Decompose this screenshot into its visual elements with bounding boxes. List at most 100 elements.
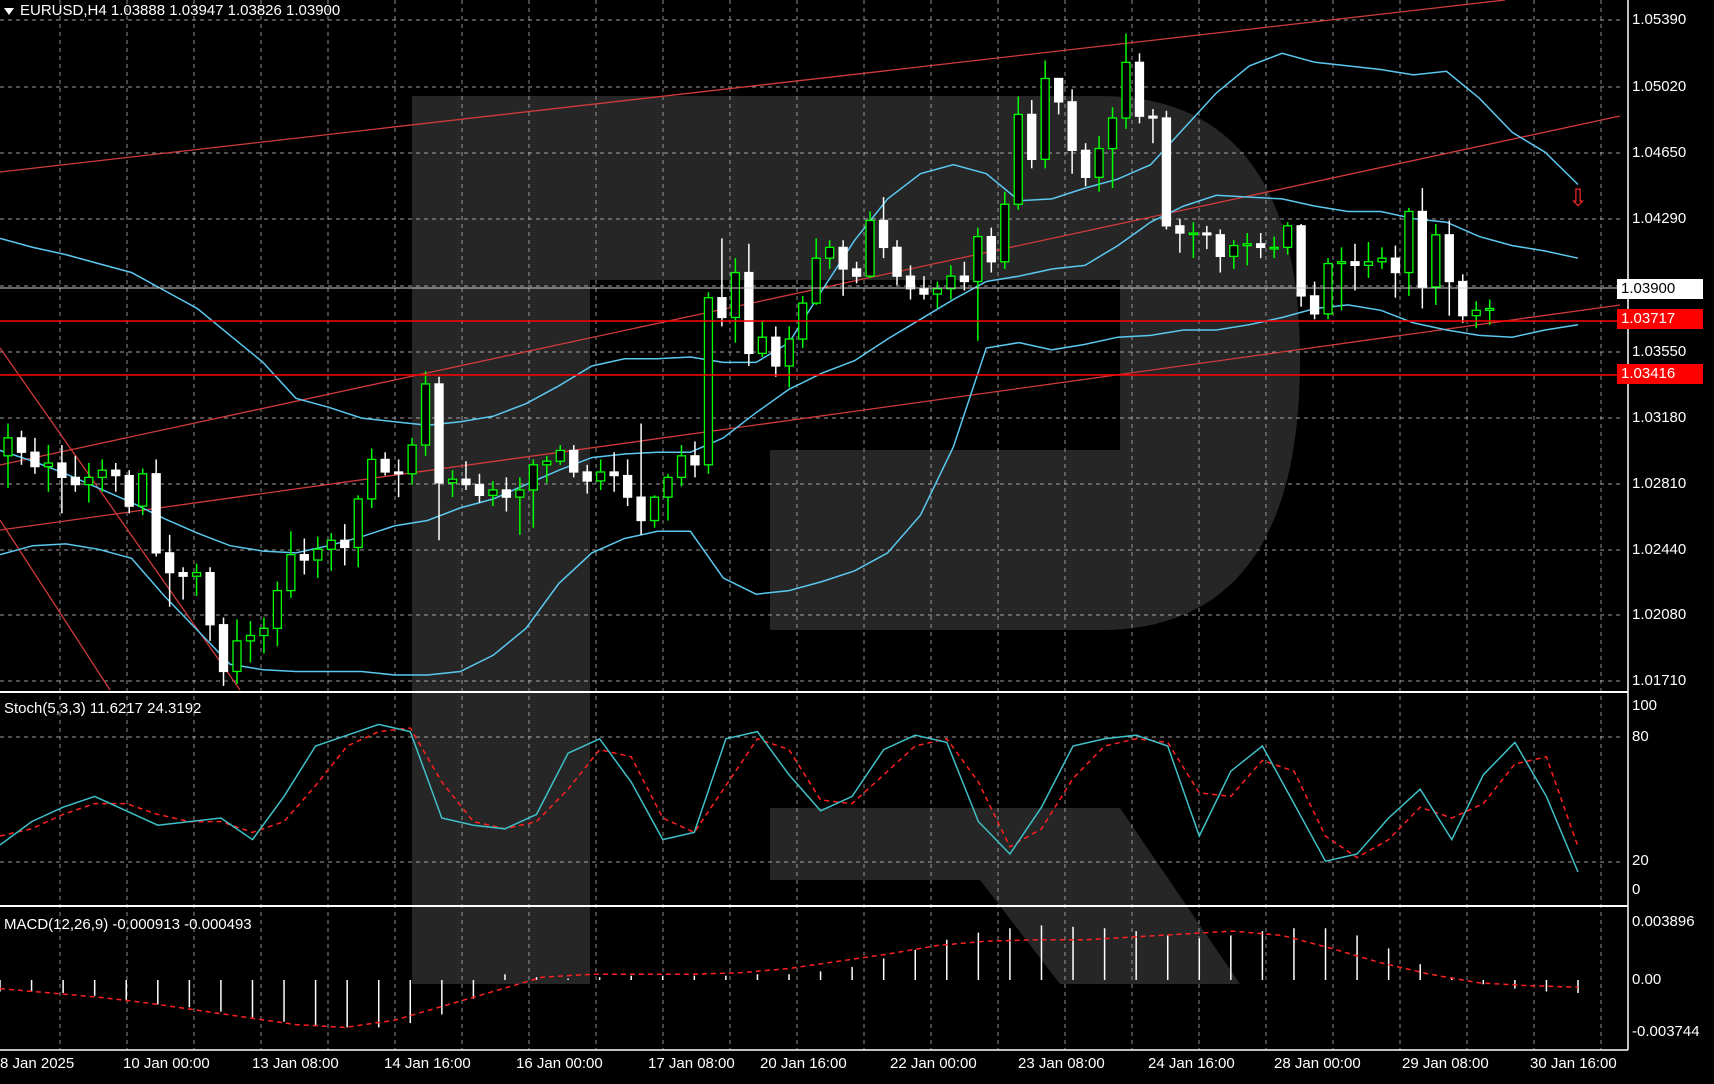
time-label: 13 Jan 08:00 <box>252 1055 339 1072</box>
bull-candle <box>84 476 94 486</box>
bear-candle <box>299 554 309 561</box>
bull-candle <box>811 257 821 304</box>
current-price-tag: 1.03900 <box>1617 279 1703 299</box>
bear-candle <box>636 496 646 522</box>
bear-candle <box>771 336 781 367</box>
stoch-level-100: 100 <box>1632 697 1658 714</box>
bull-candle <box>1323 262 1333 315</box>
bear-candle <box>1067 101 1077 152</box>
bear-candle <box>959 275 970 283</box>
bull-candle <box>649 496 660 522</box>
price-label: 1.02440 <box>1632 541 1687 558</box>
bull-candle <box>138 473 148 507</box>
bull-candle <box>488 489 498 497</box>
candlesticks[interactable] <box>3 33 1495 686</box>
bull-candle <box>1229 244 1239 258</box>
bear-candle <box>1417 210 1427 288</box>
bull-candle <box>1377 257 1387 263</box>
bull-candle <box>1431 234 1441 288</box>
bear-candle <box>1134 61 1145 117</box>
bear-candle <box>474 483 485 497</box>
macd-level-bottom: -0.003744 <box>1632 1023 1700 1040</box>
bull-candle <box>1485 307 1495 311</box>
bull-candle <box>232 640 242 673</box>
price-label: 1.01710 <box>1632 672 1687 689</box>
symbol-label: EURUSD,H4 <box>20 2 107 19</box>
channel-line <box>0 0 1506 173</box>
watermark-logo <box>412 96 1300 984</box>
time-label: 29 Jan 08:00 <box>1402 1055 1489 1072</box>
bear-candle <box>1296 225 1306 297</box>
ohlc-values: 1.03888 1.03947 1.03826 1.03900 <box>110 2 341 19</box>
bear-candle <box>1148 115 1158 119</box>
bull-candle <box>973 235 983 283</box>
bear-candle <box>1161 117 1172 227</box>
watermark-letter-p <box>412 96 1300 984</box>
stochastic-oscillator <box>0 723 1579 873</box>
bear-candle <box>1309 295 1320 315</box>
bull-candle <box>757 336 767 355</box>
bull-candle <box>1040 77 1050 160</box>
bull-candle <box>596 471 606 482</box>
bear-candle <box>434 383 444 484</box>
time-label: 16 Jan 00:00 <box>516 1055 603 1072</box>
time-label: 24 Jan 16:00 <box>1148 1055 1235 1072</box>
time-label: 8 Jan 2025 <box>0 1055 75 1072</box>
time-label: 14 Jan 16:00 <box>384 1055 471 1072</box>
bear-candle <box>609 471 619 477</box>
bull-candle <box>1188 232 1199 236</box>
time-label: 28 Jan 00:00 <box>1274 1055 1361 1072</box>
bull-candle <box>259 627 269 637</box>
bull-candle <box>3 437 13 457</box>
time-label: 30 Jan 16:00 <box>1530 1055 1617 1072</box>
bull-candle <box>245 634 256 642</box>
time-label: 22 Jan 00:00 <box>890 1055 977 1072</box>
stoch-main-line <box>0 723 1579 873</box>
bear-candle <box>744 271 754 355</box>
bear-candle <box>1175 225 1185 234</box>
price-label: 1.04650 <box>1632 144 1687 161</box>
bear-candle <box>569 449 579 473</box>
bear-candle <box>393 471 404 475</box>
bear-candle <box>919 288 929 295</box>
macd-signal-line <box>0 930 1579 1029</box>
dropdown-triangle-icon[interactable] <box>4 7 14 15</box>
bear-candle <box>340 539 350 549</box>
price-label: 1.04290 <box>1632 210 1687 227</box>
price-label: 1.05020 <box>1632 78 1687 95</box>
bear-candle <box>717 297 727 319</box>
stoch-signal-line <box>0 727 1579 859</box>
bull-candle <box>191 571 202 577</box>
bull-candle <box>865 219 875 277</box>
bear-candle <box>218 624 229 673</box>
time-label: 17 Jan 08:00 <box>648 1055 735 1072</box>
bull-candle <box>1013 113 1023 205</box>
bear-candle <box>380 458 390 473</box>
bear-candle <box>986 235 996 263</box>
price-label: 1.02810 <box>1632 475 1687 492</box>
bull-candle <box>407 444 417 475</box>
stoch-level-0: 0 <box>1632 881 1641 898</box>
bull-candle <box>97 469 107 479</box>
bull-candle <box>367 458 377 500</box>
bull-candle <box>1000 203 1010 263</box>
bear-candle <box>461 478 471 486</box>
bear-candle <box>905 275 916 290</box>
channel-line <box>0 304 1621 531</box>
bull-candle <box>326 539 336 550</box>
chart-header[interactable]: EURUSD,H4 1.03888 1.03947 1.03826 1.0390… <box>4 2 340 20</box>
bear-candle <box>851 268 862 277</box>
bear-candle <box>1458 280 1468 317</box>
bear-candle <box>30 451 40 468</box>
bull-candle <box>663 476 673 498</box>
bull-candle <box>784 338 794 367</box>
level-1-tag: 1.03717 <box>1617 309 1703 329</box>
bull-candle <box>825 246 835 259</box>
stoch-title: Stoch(5,3,3) 11.6217 24.3192 <box>4 700 202 717</box>
bear-candle <box>892 246 902 277</box>
channel-line <box>0 519 111 691</box>
bear-candle <box>1215 234 1225 258</box>
bull-candle <box>420 383 431 446</box>
bollinger-middle <box>0 194 1579 554</box>
